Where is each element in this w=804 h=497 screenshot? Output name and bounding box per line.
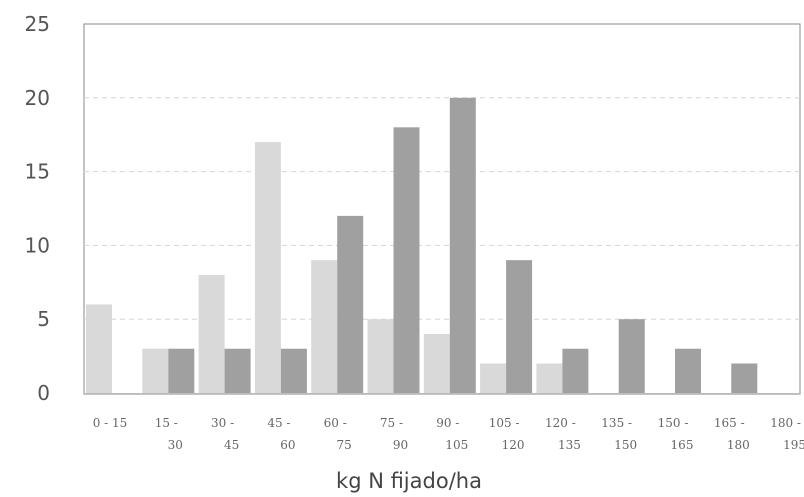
x-tick-label-line: 150 — [614, 438, 637, 452]
x-tick-label-line: 15 - — [155, 416, 178, 430]
x-tick-label: 120 - 135 — [545, 416, 581, 452]
bar — [142, 348, 169, 393]
x-tick-label-line: 45 — [224, 438, 239, 452]
x-tick-label-line: 165 — [671, 438, 694, 452]
x-tick-label-line: 60 — [280, 438, 295, 452]
x-tick-label: 105 - 120 — [489, 416, 525, 452]
bars — [86, 97, 758, 394]
x-tick-label: 0 - 15 — [93, 416, 128, 430]
bar — [254, 142, 281, 393]
bar — [562, 348, 589, 393]
bar — [536, 363, 563, 393]
x-tick-label: 60 - 75 — [324, 416, 352, 452]
x-tick-label-line: 165 - — [714, 416, 745, 430]
x-tick-label: 135 - 150 — [601, 416, 637, 452]
x-tick-labels: 0 - 15 15 - 30 30 - 45 45 - 60 60 - 75 75 - 90 90 -… — [93, 416, 804, 452]
bar — [86, 304, 112, 393]
x-tick-label-line: 135 - — [601, 416, 632, 430]
bar — [423, 333, 450, 393]
x-tick-label-line: 135 — [558, 438, 581, 452]
x-tick-label: 15 - 30 — [155, 416, 183, 452]
y-tick-labels: 0 5 10 15 20 25 — [25, 12, 50, 405]
x-tick-label: 30 - 45 — [211, 416, 239, 452]
bar — [393, 127, 420, 393]
bar — [367, 319, 394, 393]
y-tick-label: 15 — [25, 160, 50, 184]
x-tick-label-line: 30 — [168, 438, 183, 452]
x-tick-label-line: 45 - — [267, 416, 290, 430]
bar — [480, 363, 507, 393]
y-tick-label: 0 — [37, 381, 50, 405]
y-tick-label: 25 — [25, 12, 50, 36]
x-tick-label-line: 75 — [337, 438, 352, 452]
bar — [618, 319, 645, 393]
x-tick-label: 180 - 195 — [770, 416, 804, 452]
x-tick-label-line: 30 - — [211, 416, 234, 430]
bar — [731, 363, 758, 393]
x-tick-label: 150 - 165 — [658, 416, 694, 452]
x-tick-label: 165 - 180 — [714, 416, 750, 452]
x-tick-label-line: 120 - — [545, 416, 576, 430]
x-tick-label-line: 60 - — [324, 416, 347, 430]
x-tick-label: 75 - 90 — [380, 416, 408, 452]
bar — [506, 260, 533, 393]
x-tick-label-line: 150 - — [658, 416, 689, 430]
bar — [449, 97, 476, 394]
x-axis-label: kg N fijado/ha — [336, 469, 482, 493]
bar — [168, 348, 195, 393]
bar — [224, 348, 251, 393]
x-tick-label-line: 120 — [502, 438, 525, 452]
y-tick-label: 20 — [25, 86, 50, 110]
x-tick-label-line: 195 — [783, 438, 804, 452]
x-tick-label-line: 90 - — [436, 416, 459, 430]
x-tick-label-line: 105 - — [489, 416, 520, 430]
x-tick-label-line: 90 — [393, 438, 408, 452]
x-tick-label-line: 75 - — [380, 416, 403, 430]
x-tick-label-line: 180 - — [770, 416, 801, 430]
x-tick-label: 90 - 105 — [436, 416, 468, 452]
x-tick-label-line: 105 — [445, 438, 468, 452]
bar — [675, 348, 701, 393]
y-tick-label: 5 — [37, 307, 50, 331]
bar — [198, 274, 225, 393]
bar — [280, 348, 307, 393]
x-tick-label: 45 - 60 — [267, 416, 295, 452]
x-tick-label-line: 180 — [727, 438, 750, 452]
y-tick-label: 10 — [25, 233, 50, 257]
x-tick-label-line: 0 - 15 — [93, 416, 128, 430]
bar — [311, 260, 338, 393]
bar — [337, 215, 364, 393]
